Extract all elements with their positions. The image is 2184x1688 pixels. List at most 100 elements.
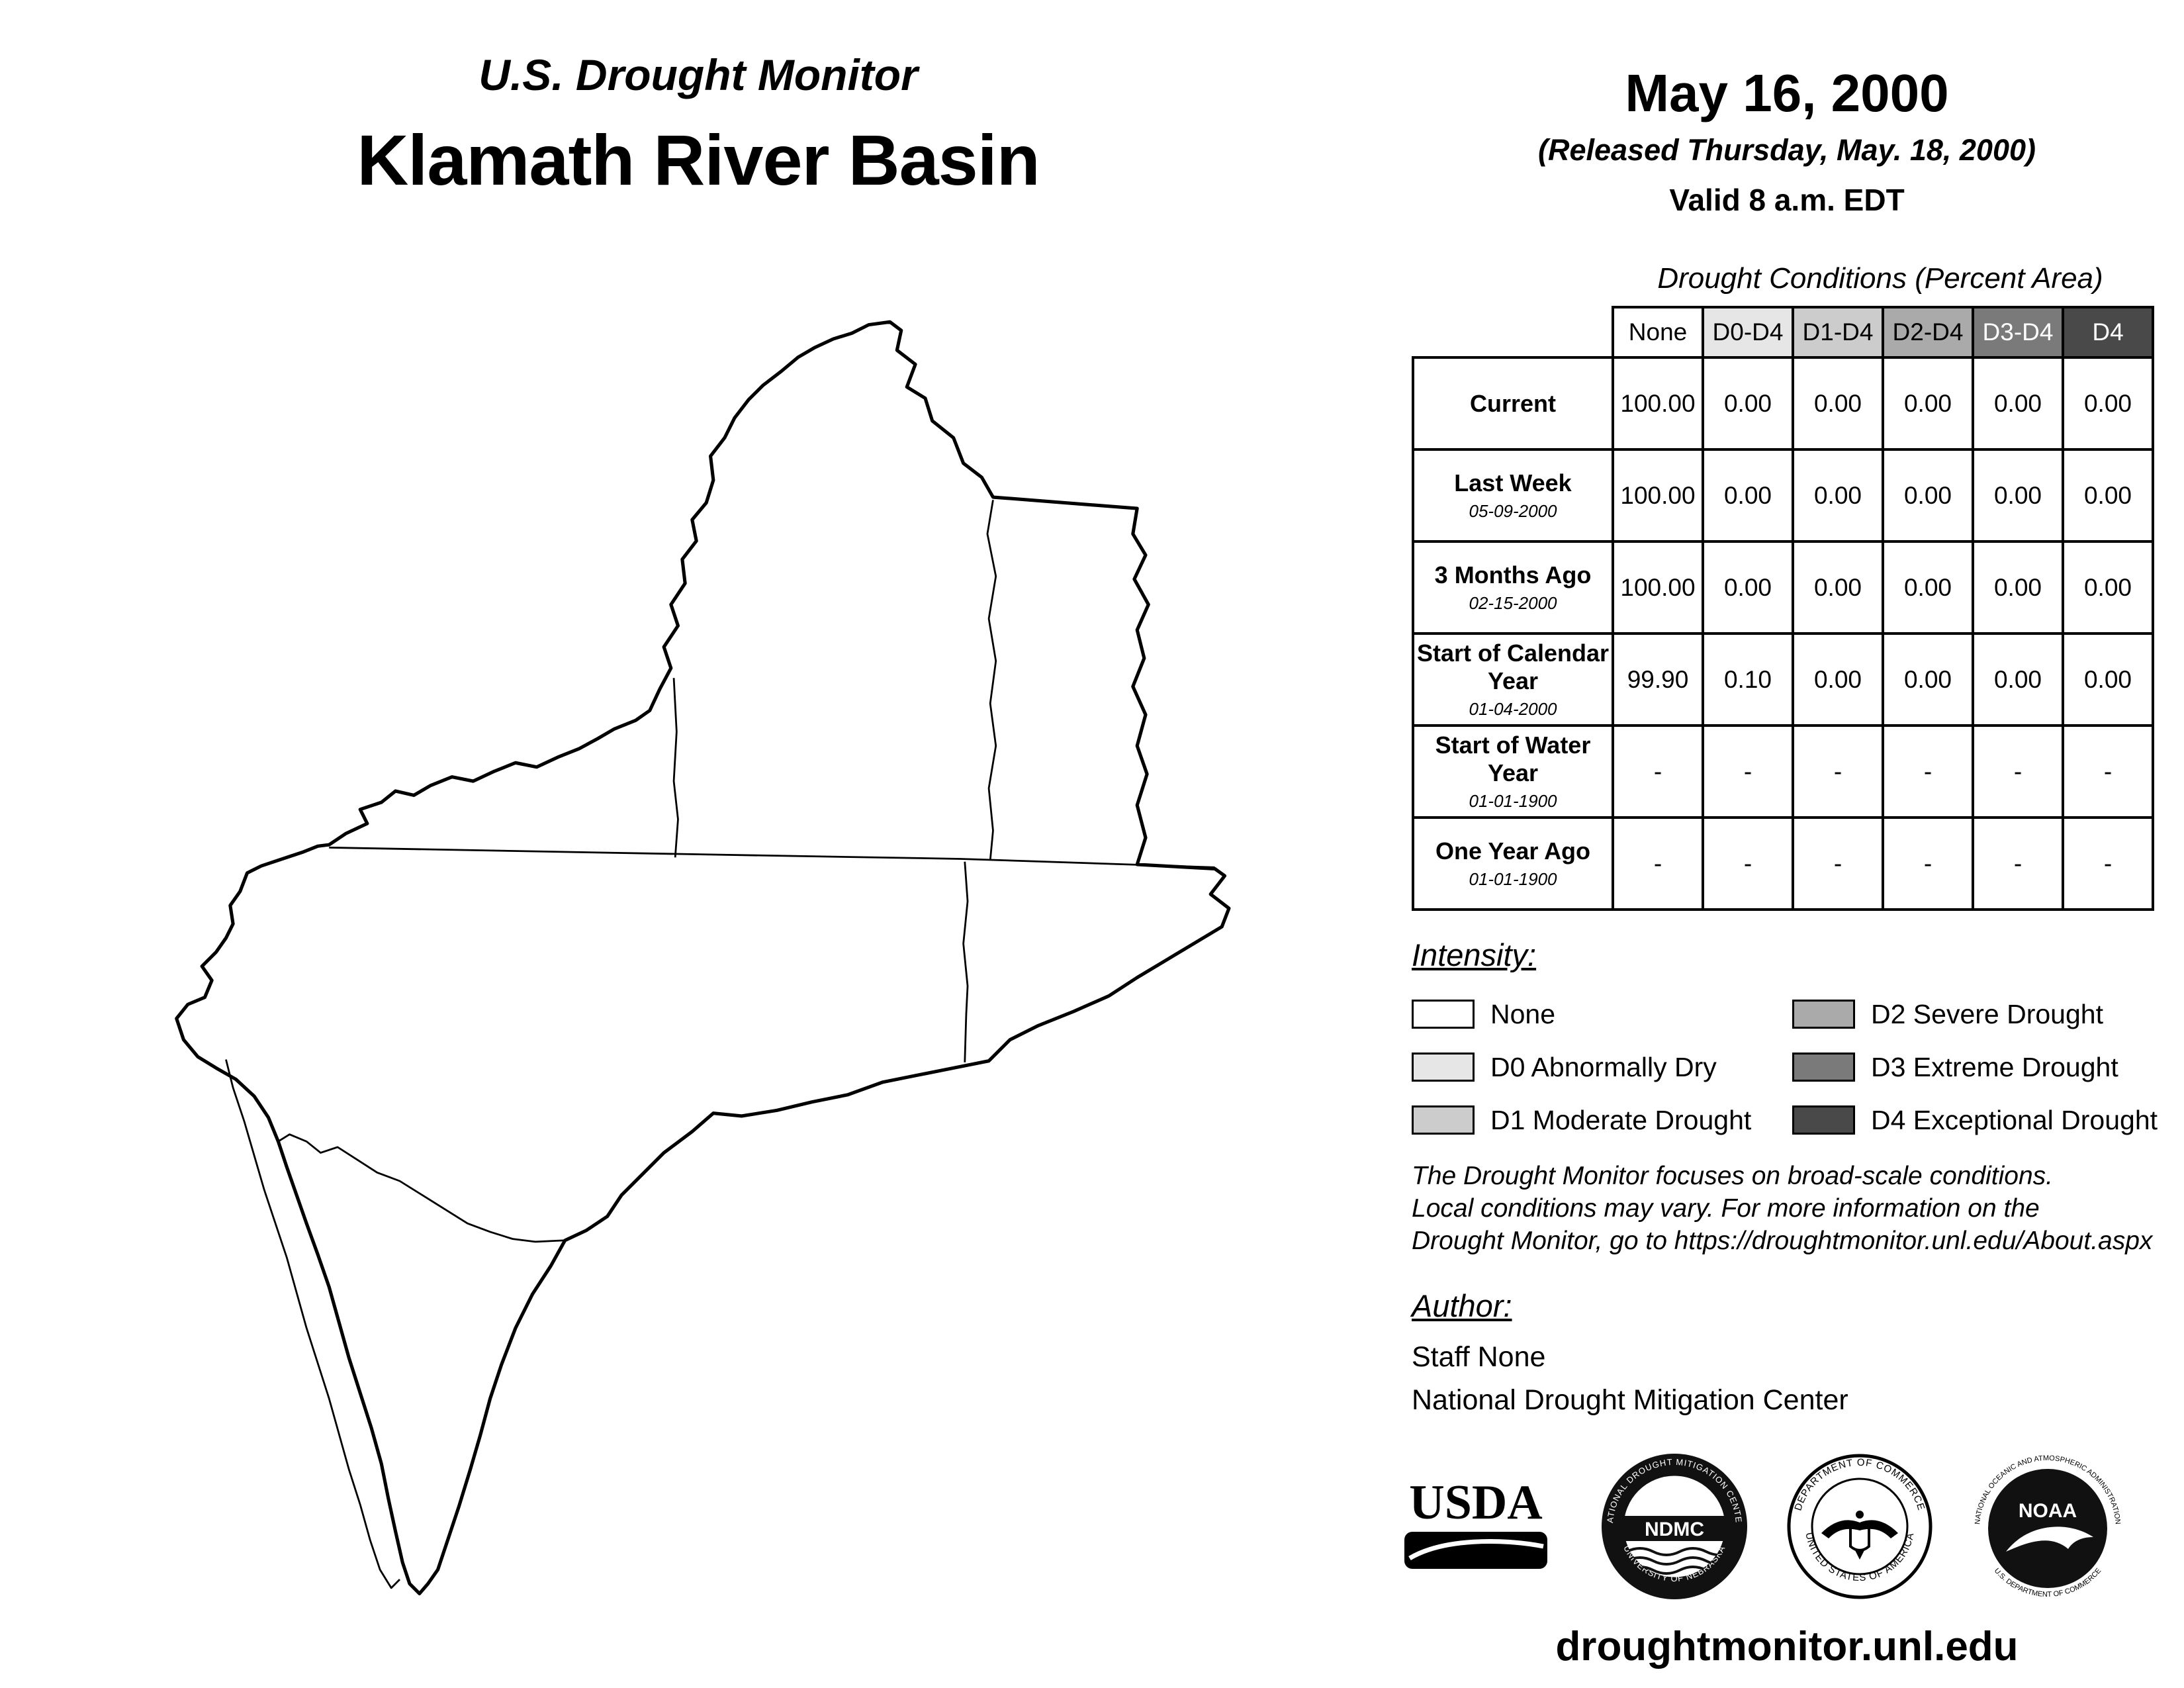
row-label: Last Week [1454,469,1572,496]
table-title: Drought Conditions (Percent Area) [1657,262,2103,295]
noaa-logo: NATIONAL OCEANIC AND ATMOSPHERIC ADMINIS… [1974,1454,2122,1605]
table-row: Last Week 05-09-2000 100.00 0.00 0.00 0.… [1412,448,2154,543]
value-cell: - [1882,816,1974,911]
row-label-cell: Last Week 05-09-2000 [1412,448,1614,543]
value-cell: - [1612,816,1704,911]
region-title: Klamath River Basin [357,120,1040,200]
noaa-bird-icon [2006,1526,2093,1552]
value-cell: 0.00 [1972,448,2064,543]
legend-item: D0 Abnormally Dry [1412,1041,1792,1094]
value-cell: 0.00 [1882,540,1974,635]
table-row: Current 100.00 0.00 0.00 0.00 0.00 0.00 [1412,356,2154,451]
ndmc-text: NDMC [1645,1519,1704,1540]
basin-map [148,308,1250,1611]
doc-eagle-icon [1821,1511,1898,1560]
intensity-title: Intensity: [1412,937,1537,972]
usda-logo: USDA [1403,1475,1549,1584]
legend-column-left: None D0 Abnormally Dry D1 Moderate Droug… [1412,988,1792,1147]
value-cell: - [1702,724,1794,819]
doc-seal-icon: DEPARTMENT OF COMMERCE UNITED STATES OF … [1787,1454,1933,1599]
intensity-legend: None D0 Abnormally Dry D1 Moderate Droug… [1412,988,2173,1147]
value-cell: 0.00 [2062,540,2154,635]
value-cell: - [1612,724,1704,819]
disclaimer: The Drought Monitor focuses on broad-sca… [1412,1160,2152,1257]
legend-item: D3 Extreme Drought [1792,1041,2173,1094]
date-block: May 16, 2000 (Released Thursday, May. 18… [1403,63,2171,218]
value-cell: 0.00 [1972,356,2064,451]
value-cell: 0.00 [1702,540,1794,635]
row-label-cell: 3 Months Ago 02-15-2000 [1412,540,1614,635]
header-cell: D2-D4 [1882,306,1974,359]
row-date: 01-01-1900 [1469,791,1557,811]
legend-swatch-d0 [1412,1053,1475,1082]
table-row: Start of Water Year 01-01-1900 - - - - -… [1412,724,2154,819]
legend-swatch-none [1412,1000,1475,1029]
value-cell: 0.00 [2062,632,2154,727]
value-cell: - [1882,724,1974,819]
value-cell: - [1792,816,1884,911]
legend-item: D2 Severe Drought [1792,988,2173,1041]
value-cell: 0.00 [1972,632,2064,727]
value-cell: 0.00 [2062,356,2154,451]
doc-logo: DEPARTMENT OF COMMERCE UNITED STATES OF … [1787,1454,1933,1603]
legend-item: None [1412,988,1792,1041]
usda-logo-icon: USDA [1404,1476,1547,1569]
legend-column-right: D2 Severe Drought D3 Extreme Drought D4 … [1792,988,2173,1147]
value-cell: 99.90 [1612,632,1704,727]
footer-url: droughtmonitor.unl.edu [1555,1624,2019,1669]
legend-label: None [1490,998,1556,1029]
table-row: One Year Ago 01-01-1900 - - - - - - [1412,816,2154,911]
legend-label: D0 Abnormally Dry [1490,1051,1717,1082]
value-cell: - [1792,724,1884,819]
monitor-title: U.S. Drought Monitor [478,50,918,99]
basin-outline [175,320,1231,1595]
header-cell: None [1612,306,1704,359]
value-cell: 100.00 [1612,448,1704,543]
ndmc-logo: NATIONAL DROUGHT MITIGATION CENTER UNIVE… [1597,1444,1749,1604]
table-row: Start of Calendar Year 01-04-2000 99.90 … [1412,632,2154,727]
author-title: Author: [1412,1288,1512,1323]
header-cell: D1-D4 [1792,306,1884,359]
value-cell: - [1702,816,1794,911]
disclaimer-line: Drought Monitor, go to https://droughtmo… [1412,1227,2153,1255]
author-name: Staff None [1412,1341,1546,1373]
table-header-row: None D0-D4 D1-D4 D2-D4 D3-D4 D4 [1413,306,2154,359]
legend-label: D1 Moderate Drought [1490,1104,1752,1135]
row-label: Current [1469,389,1556,417]
value-cell: 0.00 [1882,448,1974,543]
legend-swatch-d1 [1412,1105,1475,1135]
row-label: Start of Water Year [1435,731,1591,786]
value-cell: 0.00 [1702,356,1794,451]
header-cell: D0-D4 [1702,306,1794,359]
title-block: U.S. Drought Monitor Klamath River Basin [185,50,1211,201]
value-cell: 0.10 [1702,632,1794,727]
header-cell: D3-D4 [1972,306,2064,359]
value-cell: 0.00 [1702,448,1794,543]
value-cell: 0.00 [1792,448,1884,543]
value-cell: - [2062,816,2154,911]
noaa-seal-icon: NATIONAL OCEANIC AND ATMOSPHERIC ADMINIS… [1974,1454,2122,1599]
value-cell: 0.00 [2062,448,2154,543]
value-cell: 0.00 [1882,356,1974,451]
basin-map-svg [175,320,1231,1595]
row-label-cell: Current [1412,356,1614,451]
county-boundaries [225,500,1215,1589]
legend-item: D1 Moderate Drought [1412,1094,1792,1147]
disclaimer-line: Local conditions may vary. For more info… [1412,1194,2040,1223]
disclaimer-line: The Drought Monitor focuses on broad-sca… [1412,1162,2054,1190]
header-cell: D4 [2062,306,2154,359]
legend-swatch-d2 [1792,1000,1855,1029]
drought-conditions-table: None D0-D4 D1-D4 D2-D4 D3-D4 D4 Current … [1412,306,2154,911]
value-cell: - [1972,816,2064,911]
value-cell: 0.00 [1792,356,1884,451]
legend-label: D4 Exceptional Drought [1871,1104,2158,1135]
ndmc-seal-icon: NATIONAL DROUGHT MITIGATION CENTER UNIVE… [1597,1444,1747,1599]
legend-item: D4 Exceptional Drought [1792,1094,2173,1147]
table-row: 3 Months Ago 02-15-2000 100.00 0.00 0.00… [1412,540,2154,635]
row-label-cell: Start of Water Year 01-01-1900 [1412,724,1614,819]
value-cell: 100.00 [1612,356,1704,451]
usda-text: USDA [1409,1476,1542,1530]
row-date: 02-15-2000 [1469,593,1557,613]
value-cell: 0.00 [1972,540,2064,635]
